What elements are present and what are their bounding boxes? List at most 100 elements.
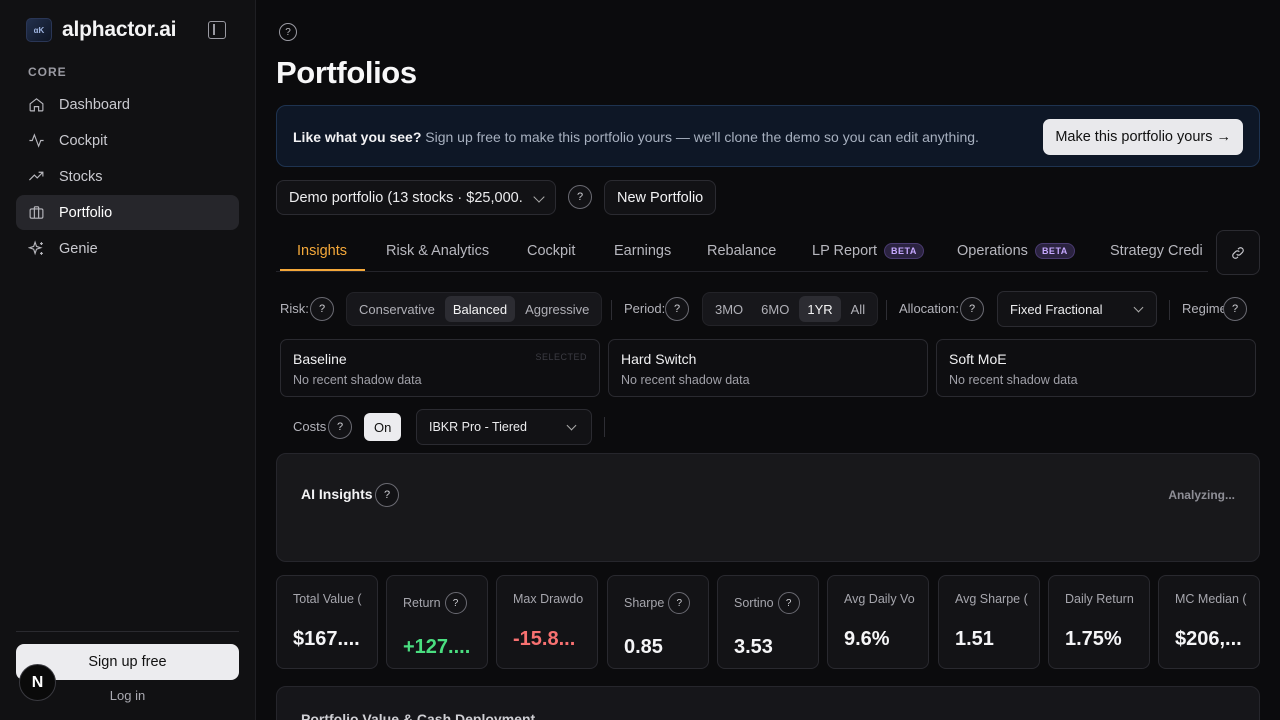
portfolio-select[interactable]: Demo portfolio (13 stocks · $25,000. bbox=[276, 180, 556, 215]
metric-help-icon[interactable]: ? bbox=[444, 592, 467, 614]
metric-value: 9.6% bbox=[844, 628, 890, 650]
tab-insights[interactable]: Insights bbox=[297, 243, 347, 259]
active-tab-indicator bbox=[280, 269, 365, 271]
tab-rebalance[interactable]: Rebalance bbox=[707, 243, 776, 259]
trending-up-icon bbox=[28, 168, 45, 185]
period-segmented-control: 3MO 6MO 1YR All bbox=[702, 292, 879, 326]
metric-label: Sharpe bbox=[624, 596, 665, 610]
broker-select[interactable]: IBKR Pro - Tiered bbox=[416, 409, 592, 445]
sidebar-item-label: Cockpit bbox=[59, 132, 108, 149]
sidebar-item-genie[interactable]: Genie bbox=[16, 231, 239, 266]
metric-label: Avg Sharpe ( bbox=[955, 592, 1028, 606]
period-help-icon[interactable]: ? bbox=[665, 297, 689, 321]
ai-insights-card: AI Insights ? Analyzing... bbox=[276, 453, 1260, 562]
home-icon bbox=[28, 96, 45, 113]
brand-logo: αK bbox=[26, 18, 52, 42]
shadow-card-soft-moe[interactable]: Soft MoE No recent shadow data bbox=[936, 339, 1256, 397]
sidebar-item-dashboard[interactable]: Dashboard bbox=[16, 87, 239, 122]
period-option-3mo[interactable]: 3MO bbox=[715, 301, 744, 317]
tab-label: Strategy Credi bbox=[1110, 243, 1203, 259]
metrics-row: Total Value ( $167.... Return? +127.... … bbox=[276, 575, 1280, 669]
make-portfolio-yours-button[interactable]: Make this portfolio yours → bbox=[1043, 119, 1243, 155]
allocation-help-icon[interactable]: ? bbox=[960, 297, 984, 321]
risk-option-aggressive[interactable]: Aggressive bbox=[525, 301, 590, 317]
metric-avg-daily-vol: Avg Daily Vo 9.6% bbox=[827, 575, 929, 669]
costs-label: Costs bbox=[293, 419, 327, 434]
sidebar-item-stocks[interactable]: Stocks bbox=[16, 159, 239, 194]
costs-toggle[interactable]: On bbox=[364, 413, 402, 441]
chevron-down-icon bbox=[566, 420, 577, 431]
period-option-all[interactable]: All bbox=[850, 301, 866, 317]
main-content: ? Portfolios Like what you see? Sign up … bbox=[256, 0, 1280, 720]
tab-strategy-credit[interactable]: Strategy Credi bbox=[1110, 243, 1203, 259]
risk-help-icon[interactable]: ? bbox=[310, 297, 334, 321]
metric-help-icon[interactable]: ? bbox=[777, 592, 800, 614]
metric-value: 0.85 bbox=[624, 636, 663, 658]
briefcase-icon bbox=[28, 204, 45, 221]
risk-option-conservative[interactable]: Conservative bbox=[359, 301, 435, 317]
metric-label: Sortino bbox=[734, 596, 774, 610]
portfolio-value-card: Portfolio Value & Cash Deployment bbox=[276, 686, 1260, 720]
nextjs-badge[interactable]: N bbox=[19, 664, 56, 701]
tab-earnings[interactable]: Earnings bbox=[614, 243, 671, 259]
metric-help-icon[interactable]: ? bbox=[668, 592, 691, 614]
sidebar-collapse-icon[interactable] bbox=[208, 21, 226, 39]
tab-bar: Insights Risk & Analytics Cockpit Earnin… bbox=[276, 232, 1208, 272]
divider bbox=[604, 417, 605, 437]
shadow-card-title: Hard Switch bbox=[621, 351, 697, 367]
sidebar-section-label: CORE bbox=[28, 65, 67, 79]
divider bbox=[611, 300, 612, 320]
metric-total-value: Total Value ( $167.... bbox=[276, 575, 378, 669]
portfolio-help-icon[interactable]: ? bbox=[568, 185, 592, 209]
new-portfolio-button[interactable]: New Portfolio bbox=[604, 180, 717, 215]
regime-label: Regime bbox=[1182, 301, 1227, 316]
sidebar-item-portfolio[interactable]: Portfolio bbox=[16, 195, 239, 230]
period-option-1yr[interactable]: 1YR bbox=[799, 296, 841, 322]
tab-lp-report[interactable]: LP Report BETA bbox=[812, 243, 924, 259]
risk-label: Risk: bbox=[280, 301, 309, 316]
metric-mc-median: MC Median ( $206,... bbox=[1158, 575, 1260, 669]
selected-tag: SELECTED bbox=[535, 352, 587, 362]
help-icon[interactable]: ? bbox=[279, 23, 297, 41]
sidebar-item-label: Genie bbox=[59, 240, 98, 257]
portfolio-select-value: Demo portfolio (13 stocks · $25,000. bbox=[289, 189, 523, 206]
shadow-card-baseline[interactable]: Baseline No recent shadow data SELECTED bbox=[280, 339, 600, 397]
tab-operations[interactable]: Operations BETA bbox=[957, 243, 1075, 259]
chevron-down-icon bbox=[533, 191, 545, 203]
metric-daily-return: Daily Return 1.75% bbox=[1048, 575, 1150, 669]
metric-return: Return? +127.... bbox=[386, 575, 488, 669]
tab-risk-analytics[interactable]: Risk & Analytics bbox=[386, 243, 489, 259]
sidebar-nav: Dashboard Cockpit Stocks Portfolio Genie bbox=[16, 87, 239, 267]
tab-label: Insights bbox=[297, 243, 347, 259]
portfolio-value-title: Portfolio Value & Cash Deployment bbox=[301, 711, 536, 720]
beta-badge: BETA bbox=[884, 243, 924, 259]
divider bbox=[1169, 300, 1170, 320]
metric-value: 1.51 bbox=[955, 628, 994, 650]
login-link[interactable]: Log in bbox=[109, 688, 146, 703]
shadow-card-hard-switch[interactable]: Hard Switch No recent shadow data bbox=[608, 339, 928, 397]
metric-value: +127.... bbox=[403, 636, 471, 658]
costs-help-icon[interactable]: ? bbox=[328, 415, 352, 439]
metric-label: Daily Return bbox=[1065, 592, 1134, 606]
tab-label: Cockpit bbox=[527, 243, 576, 259]
metric-label: MC Median ( bbox=[1175, 592, 1247, 606]
beta-badge: BETA bbox=[1034, 243, 1075, 259]
regime-help-icon[interactable]: ? bbox=[1223, 297, 1247, 321]
sidebar-item-label: Portfolio bbox=[59, 204, 113, 221]
share-link-button[interactable] bbox=[1216, 230, 1260, 275]
period-option-6mo[interactable]: 6MO bbox=[761, 301, 790, 317]
metric-value: $167.... bbox=[293, 628, 360, 650]
metric-value: 3.53 bbox=[734, 636, 773, 658]
risk-option-balanced[interactable]: Balanced bbox=[444, 296, 516, 322]
tab-cockpit[interactable]: Cockpit bbox=[527, 243, 575, 259]
metric-label: Max Drawdo bbox=[513, 592, 584, 606]
brand[interactable]: αK alphactor.ai bbox=[26, 18, 177, 42]
sidebar-item-cockpit[interactable]: Cockpit bbox=[16, 123, 239, 158]
sidebar-divider bbox=[16, 631, 239, 632]
ai-insights-help-icon[interactable]: ? bbox=[375, 483, 399, 507]
tab-label: Earnings bbox=[614, 243, 672, 259]
allocation-select[interactable]: Fixed Fractional bbox=[997, 291, 1157, 327]
shadow-card-title: Soft MoE bbox=[949, 351, 1007, 367]
shadow-card-subtitle: No recent shadow data bbox=[293, 373, 422, 387]
